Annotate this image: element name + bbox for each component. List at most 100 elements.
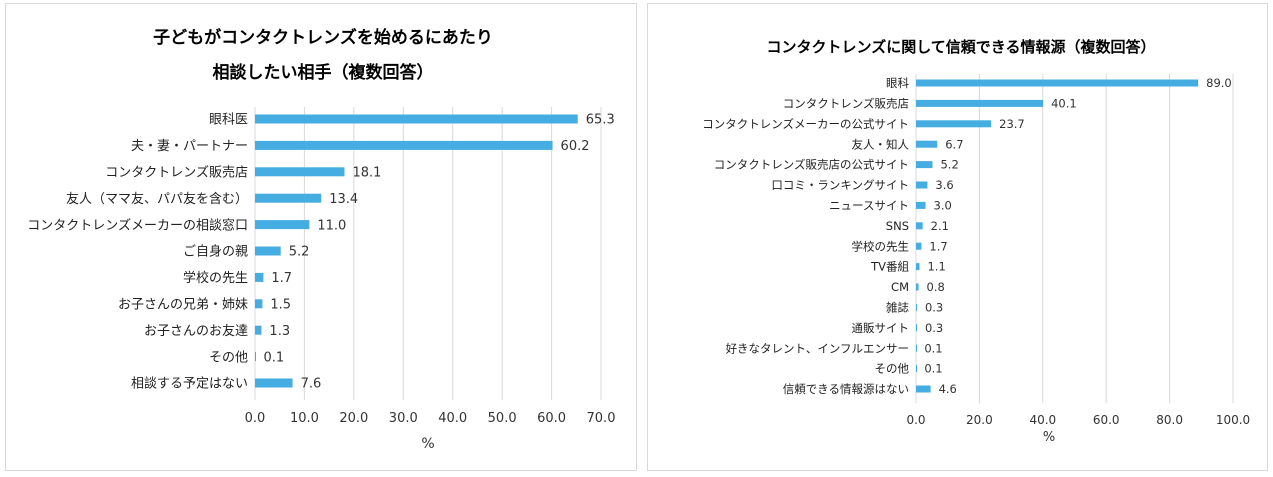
category-label: コンタクトレンズ販売店 (105, 164, 248, 180)
data-label: 13.4 (329, 192, 358, 207)
bar (916, 365, 917, 373)
data-label: 18.1 (352, 165, 381, 180)
category-label: 夫・妻・パートナー (131, 139, 248, 154)
bar (916, 344, 917, 352)
data-label: 1.5 (270, 297, 291, 312)
data-label: 23.7 (999, 117, 1025, 131)
category-label: 眼科医 (209, 113, 248, 128)
bar (916, 140, 938, 148)
category-label: 学校の先生 (183, 270, 248, 286)
data-label: 0.1 (263, 350, 284, 365)
bar (916, 79, 1199, 87)
data-label: 1.1 (927, 260, 945, 274)
bar (255, 378, 293, 388)
bar (916, 120, 992, 128)
bar (916, 303, 917, 311)
x-tick-label: 10.0 (290, 411, 319, 426)
category-label: SNS (886, 219, 909, 233)
data-label: 0.3 (925, 321, 943, 335)
category-label: 信頼できる情報源はない (783, 382, 909, 396)
data-label: 60.2 (561, 139, 590, 154)
data-label: 5.2 (289, 245, 310, 260)
bar (255, 167, 345, 177)
category-label: その他 (875, 362, 910, 376)
category-label: ご自身の親 (183, 244, 248, 260)
x-tick-label: 70.0 (587, 411, 616, 426)
bar (255, 246, 281, 256)
data-label: 40.1 (1051, 97, 1077, 111)
category-label: コンタクトレンズメーカーの相談窓口 (27, 217, 248, 233)
x-tick-label: 50.0 (488, 411, 517, 426)
category-label: 雑誌 (886, 301, 909, 315)
category-label: 口コミ・ランキングサイト (771, 178, 909, 192)
data-label: 0.1 (924, 341, 942, 355)
data-label: 6.7 (945, 137, 963, 151)
bar (255, 325, 262, 335)
data-label: 3.0 (934, 199, 952, 213)
bar (916, 263, 920, 271)
category-label: コンタクトレンズメーカーの公式サイト (702, 117, 909, 131)
chart-left-subtitle: 相談したい相手（複数回答） (213, 62, 434, 83)
bar (916, 283, 919, 291)
bar (916, 385, 931, 393)
category-label: コンタクトレンズ販売店の公式サイト (714, 158, 909, 172)
data-label: 1.7 (929, 239, 947, 253)
chart-left-svg: 子どもがコンタクトレンズを始めるにあたり 相談したい相手（複数回答） 眼科医夫・… (27, 27, 616, 452)
bar (255, 299, 263, 309)
data-label: 11.0 (317, 218, 346, 233)
category-label: 友人・知人 (852, 137, 910, 151)
bar (255, 220, 310, 230)
chart-right-svg: コンタクトレンズに関して信頼できる情報源（複数回答） 眼科コンタクトレンズ販売店… (702, 38, 1250, 445)
category-label: お子さんの兄弟・姉妹 (118, 297, 248, 312)
bar (916, 222, 923, 230)
category-label: 学校の先生 (852, 239, 910, 253)
chart-right-xlabel: % (1043, 430, 1055, 445)
x-tick-label: 30.0 (389, 411, 418, 426)
chart-right-title: コンタクトレンズに関して信頼できる情報源（複数回答） (767, 38, 1156, 56)
data-label: 2.1 (931, 219, 949, 233)
data-label: 0.3 (925, 301, 943, 315)
chart-left-title: 子どもがコンタクトレンズを始めるにあたり (153, 27, 493, 48)
data-label: 89.0 (1206, 76, 1232, 90)
bar (255, 272, 264, 282)
chart-panel-left: 子どもがコンタクトレンズを始めるにあたり 相談したい相手（複数回答） 眼科医夫・… (5, 3, 637, 471)
bar (916, 324, 917, 332)
x-tick-label: 20.0 (339, 411, 368, 426)
x-tick-label: 80.0 (1156, 413, 1183, 427)
data-label: 1.7 (271, 271, 292, 286)
x-tick-label: 0.0 (906, 413, 925, 427)
x-tick-label: 40.0 (438, 411, 467, 426)
bar (255, 352, 256, 362)
category-label: 眼科 (886, 76, 909, 90)
data-label: 4.6 (939, 382, 957, 396)
chart-panel-right: コンタクトレンズに関して信頼できる情報源（複数回答） 眼科コンタクトレンズ販売店… (647, 3, 1268, 471)
x-tick-label: 60.0 (537, 411, 566, 426)
data-label: 5.2 (940, 158, 958, 172)
x-tick-label: 40.0 (1029, 413, 1056, 427)
category-label: その他 (209, 350, 248, 365)
data-label: 0.8 (927, 280, 945, 294)
bar (916, 99, 1044, 107)
bar (916, 181, 928, 189)
category-label: コンタクトレンズ販売店 (783, 97, 909, 111)
category-label: 友人（ママ友、パパ友を含む） (66, 191, 248, 207)
bar (255, 140, 553, 150)
x-tick-label: 100.0 (1216, 413, 1250, 427)
category-label: 通販サイト (852, 321, 910, 335)
category-label: TV番組 (870, 260, 909, 274)
chart-left-xlabel: % (421, 436, 434, 452)
category-label: お子さんのお友達 (144, 323, 248, 339)
data-label: 65.3 (586, 113, 615, 128)
x-tick-label: 0.0 (245, 411, 266, 426)
bar (255, 193, 322, 203)
bar (916, 242, 922, 250)
data-label: 7.6 (301, 377, 322, 392)
bar (255, 114, 578, 124)
category-label: 相談する予定はない (131, 376, 248, 392)
x-tick-label: 60.0 (1093, 413, 1120, 427)
category-label: 好きなタレント、インフルエンサー (726, 341, 909, 355)
data-label: 3.6 (935, 178, 953, 192)
bar (916, 201, 926, 209)
category-label: CM (891, 280, 909, 294)
x-tick-label: 20.0 (966, 413, 993, 427)
